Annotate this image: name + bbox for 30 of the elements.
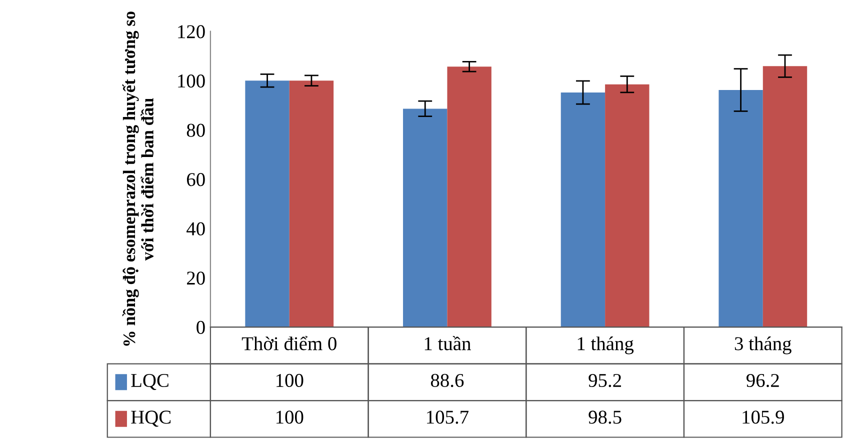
y-tick-label: 40 (186, 222, 205, 236)
bar (718, 90, 763, 328)
x-tick-label: Thời điểm 0 (242, 336, 336, 350)
x-tick-label: 1 tuần (424, 336, 471, 350)
data-label: 95.2 (588, 374, 621, 388)
legend-label: HQC (131, 410, 171, 427)
data-label: 100 (276, 374, 304, 388)
data-label: 105.7 (427, 410, 469, 424)
data-label: 96.2 (746, 374, 779, 388)
bar (560, 92, 606, 328)
y-tick-label: 60 (186, 173, 205, 186)
bar (447, 66, 492, 328)
bar (245, 80, 290, 328)
bar (403, 108, 448, 328)
data-label: 100 (276, 410, 304, 424)
y-tick-label: 80 (186, 124, 205, 137)
data-label: 98.5 (588, 410, 622, 424)
x-tick-label: 1 tháng (578, 336, 634, 354)
bar (289, 80, 334, 328)
legend-label: LQC (131, 374, 168, 390)
y-tick-label: 20 (187, 272, 205, 285)
data-label: 88.6 (430, 374, 464, 388)
bar (762, 66, 808, 328)
bar (605, 84, 650, 328)
y-tick-label: 120 (178, 25, 205, 38)
data-label: 105.9 (742, 410, 784, 424)
y-tick-label: 100 (178, 74, 205, 88)
y-axis-title: % nồng độ esomeprazol trong huyết tương so với thời điểm ban đầu (122, 12, 154, 346)
x-tick-label: 3 tháng (734, 336, 792, 354)
y-tick-label: 0 (196, 320, 205, 334)
